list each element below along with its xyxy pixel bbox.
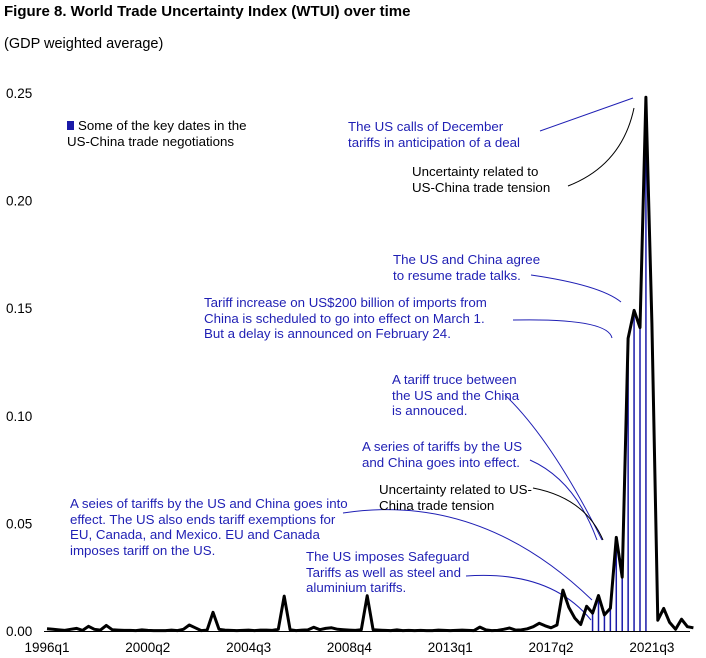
annotation-leader-line	[532, 487, 604, 541]
wtui-series-line	[46, 95, 694, 633]
x-tick-label: 2013q1	[428, 640, 473, 655]
legend-label-line1: Some of the key dates in the	[78, 118, 247, 133]
y-tick-label: 0.15	[6, 301, 32, 316]
x-axis-ticks: 1996q1 2000q2 2004q3 2008q4 2013q1 2017q2 2021…	[24, 640, 674, 655]
annotation-safeguard-tariffs: The US imposes Safeguard Tariffs as well…	[306, 549, 470, 595]
figure-subtitle: (GDP weighted average)	[4, 36, 164, 52]
y-tick-label: 0.00	[6, 624, 32, 639]
annotation-leader-line	[465, 574, 592, 621]
annotation-tariffs-and-exemptions: A seies of tariffs by the US and China g…	[70, 496, 348, 558]
annotation-uncertainty-trade-tension-upper: Uncertainty related to US-China trade te…	[412, 164, 551, 195]
x-tick-label: 2021q3	[629, 640, 674, 655]
annotation-leader-line	[539, 97, 634, 132]
y-axis-ticks: 0.00 0.05 0.10 0.15 0.20 0.25	[6, 86, 32, 639]
annotation-leader-line	[567, 107, 635, 187]
annotation-leader-line	[512, 319, 613, 339]
legend: Some of the key dates in the US-China tr…	[67, 118, 247, 149]
annotation-resume-trade-talks: The US and China agree to resume trade t…	[393, 252, 541, 283]
x-tick-label: 2008q4	[327, 640, 373, 655]
annotation-us-calls-off-december-tariffs: The US calls of December tariffs in anti…	[348, 119, 520, 150]
x-tick-label: 2004q3	[226, 640, 271, 655]
figure-title: Figure 8. World Trade Uncertainty Index …	[4, 3, 411, 20]
y-tick-label: 0.05	[6, 516, 32, 531]
y-tick-label: 0.10	[6, 409, 32, 424]
annotation-uncertainty-trade-tension-lower: Uncertainty related to US- China trade t…	[379, 482, 532, 513]
x-tick-label: 2017q2	[529, 640, 574, 655]
x-tick-label: 2000q2	[125, 640, 170, 655]
y-tick-label: 0.25	[6, 86, 32, 101]
x-tick-label: 1996q1	[24, 640, 69, 655]
legend-label-line2: US-China trade negotiations	[67, 133, 235, 149]
annotation-leader-line	[529, 459, 598, 541]
annotation-leader-lines	[342, 97, 635, 621]
y-tick-label: 0.20	[6, 194, 32, 209]
legend-swatch	[67, 121, 74, 130]
annotation-leader-line	[530, 274, 622, 303]
annotation-leader-line	[342, 509, 593, 601]
annotation-tariff-increase-delay: Tariff increase on US$200 billion of imp…	[204, 295, 487, 341]
annotation-leader-line	[504, 394, 603, 541]
annotation-series-of-tariffs: A series of tariffs by the US and China …	[362, 439, 523, 470]
annotation-tariff-truce: A tariff truce between the US and the Ch…	[392, 372, 520, 418]
